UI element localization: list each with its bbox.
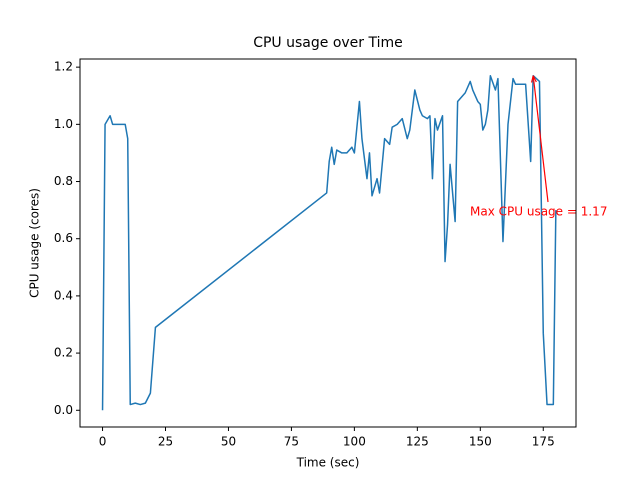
data-line — [101, 74, 557, 411]
x-tick-label: 125 — [406, 435, 429, 449]
y-tick-label: 0.0 — [54, 403, 73, 417]
x-tick-label: 75 — [284, 435, 299, 449]
x-tick-label: 0 — [99, 435, 107, 449]
y-tick-label: 0.4 — [54, 288, 73, 302]
x-tick-label: 150 — [469, 435, 492, 449]
annotation-arrowhead — [530, 75, 537, 83]
y-tick-label: 1.0 — [54, 117, 73, 131]
y-tick-label: 0.2 — [54, 346, 73, 360]
x-axis-label: Time (sec) — [296, 456, 360, 470]
annotation-text: Max CPU usage = 1.17 — [470, 205, 607, 219]
x-tick-label: 175 — [532, 435, 555, 449]
x-tick-label: 100 — [343, 435, 366, 449]
chart-title: CPU usage over Time — [253, 35, 403, 51]
plot-frame — [79, 58, 577, 428]
x-tick-label: 25 — [158, 435, 173, 449]
y-tick-label: 0.8 — [54, 174, 73, 188]
annotation-arrow — [532, 75, 549, 203]
y-tick-label: 0.6 — [54, 231, 73, 245]
y-axis-label: CPU usage (cores) — [28, 188, 42, 298]
x-tick-label: 50 — [221, 435, 236, 449]
y-tick-label: 1.2 — [54, 60, 73, 74]
